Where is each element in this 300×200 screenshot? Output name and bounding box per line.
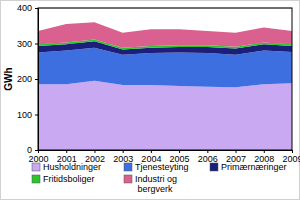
axis-line [39, 151, 293, 154]
legend-item: Tjenesteyting [124, 162, 189, 172]
legend-swatch [210, 163, 218, 171]
tick: 100 [17, 110, 38, 120]
background [1, 1, 300, 200]
tick: 2006 [198, 150, 218, 164]
legend-swatch [32, 175, 40, 183]
plot-area [38, 22, 292, 150]
legend-label: Fritidsboliger [43, 174, 95, 184]
legend-swatch [32, 163, 40, 171]
tick: 300 [17, 39, 38, 49]
legend-label: Husholdninger [43, 162, 101, 172]
chart: 0100200300400200020012002200320042005200… [0, 0, 300, 200]
legend-label: Tjenesteyting [135, 162, 189, 172]
legend-swatch [124, 163, 132, 171]
legend: Husholdninger Tjenesteyting Primærnæringer… [32, 162, 287, 194]
tick: 400 [17, 3, 38, 13]
legend-item: Fritidsboliger [32, 174, 95, 184]
tick: 200 [17, 74, 38, 84]
legend-label: Industri og bergverk [135, 174, 177, 194]
tick-label: 100 [17, 110, 32, 120]
y-axis: 0100200300400 [17, 3, 39, 155]
legend-swatch [124, 175, 132, 183]
grid [38, 8, 292, 150]
legend-item: Husholdninger [32, 162, 101, 172]
axis-title: GWh [3, 67, 14, 90]
tick-label: 200 [17, 74, 32, 84]
area [38, 22, 292, 48]
legend-item: Primærnæringer [210, 162, 287, 172]
area [38, 81, 292, 150]
tick-label: 300 [17, 39, 32, 49]
plot-frame [38, 8, 292, 150]
tick-label: 400 [17, 3, 32, 13]
tick: 2003 [113, 150, 133, 164]
legend-label: Primærnæringer [221, 162, 287, 172]
legend-item: Industri og bergverk [124, 174, 177, 194]
area [38, 48, 292, 87]
